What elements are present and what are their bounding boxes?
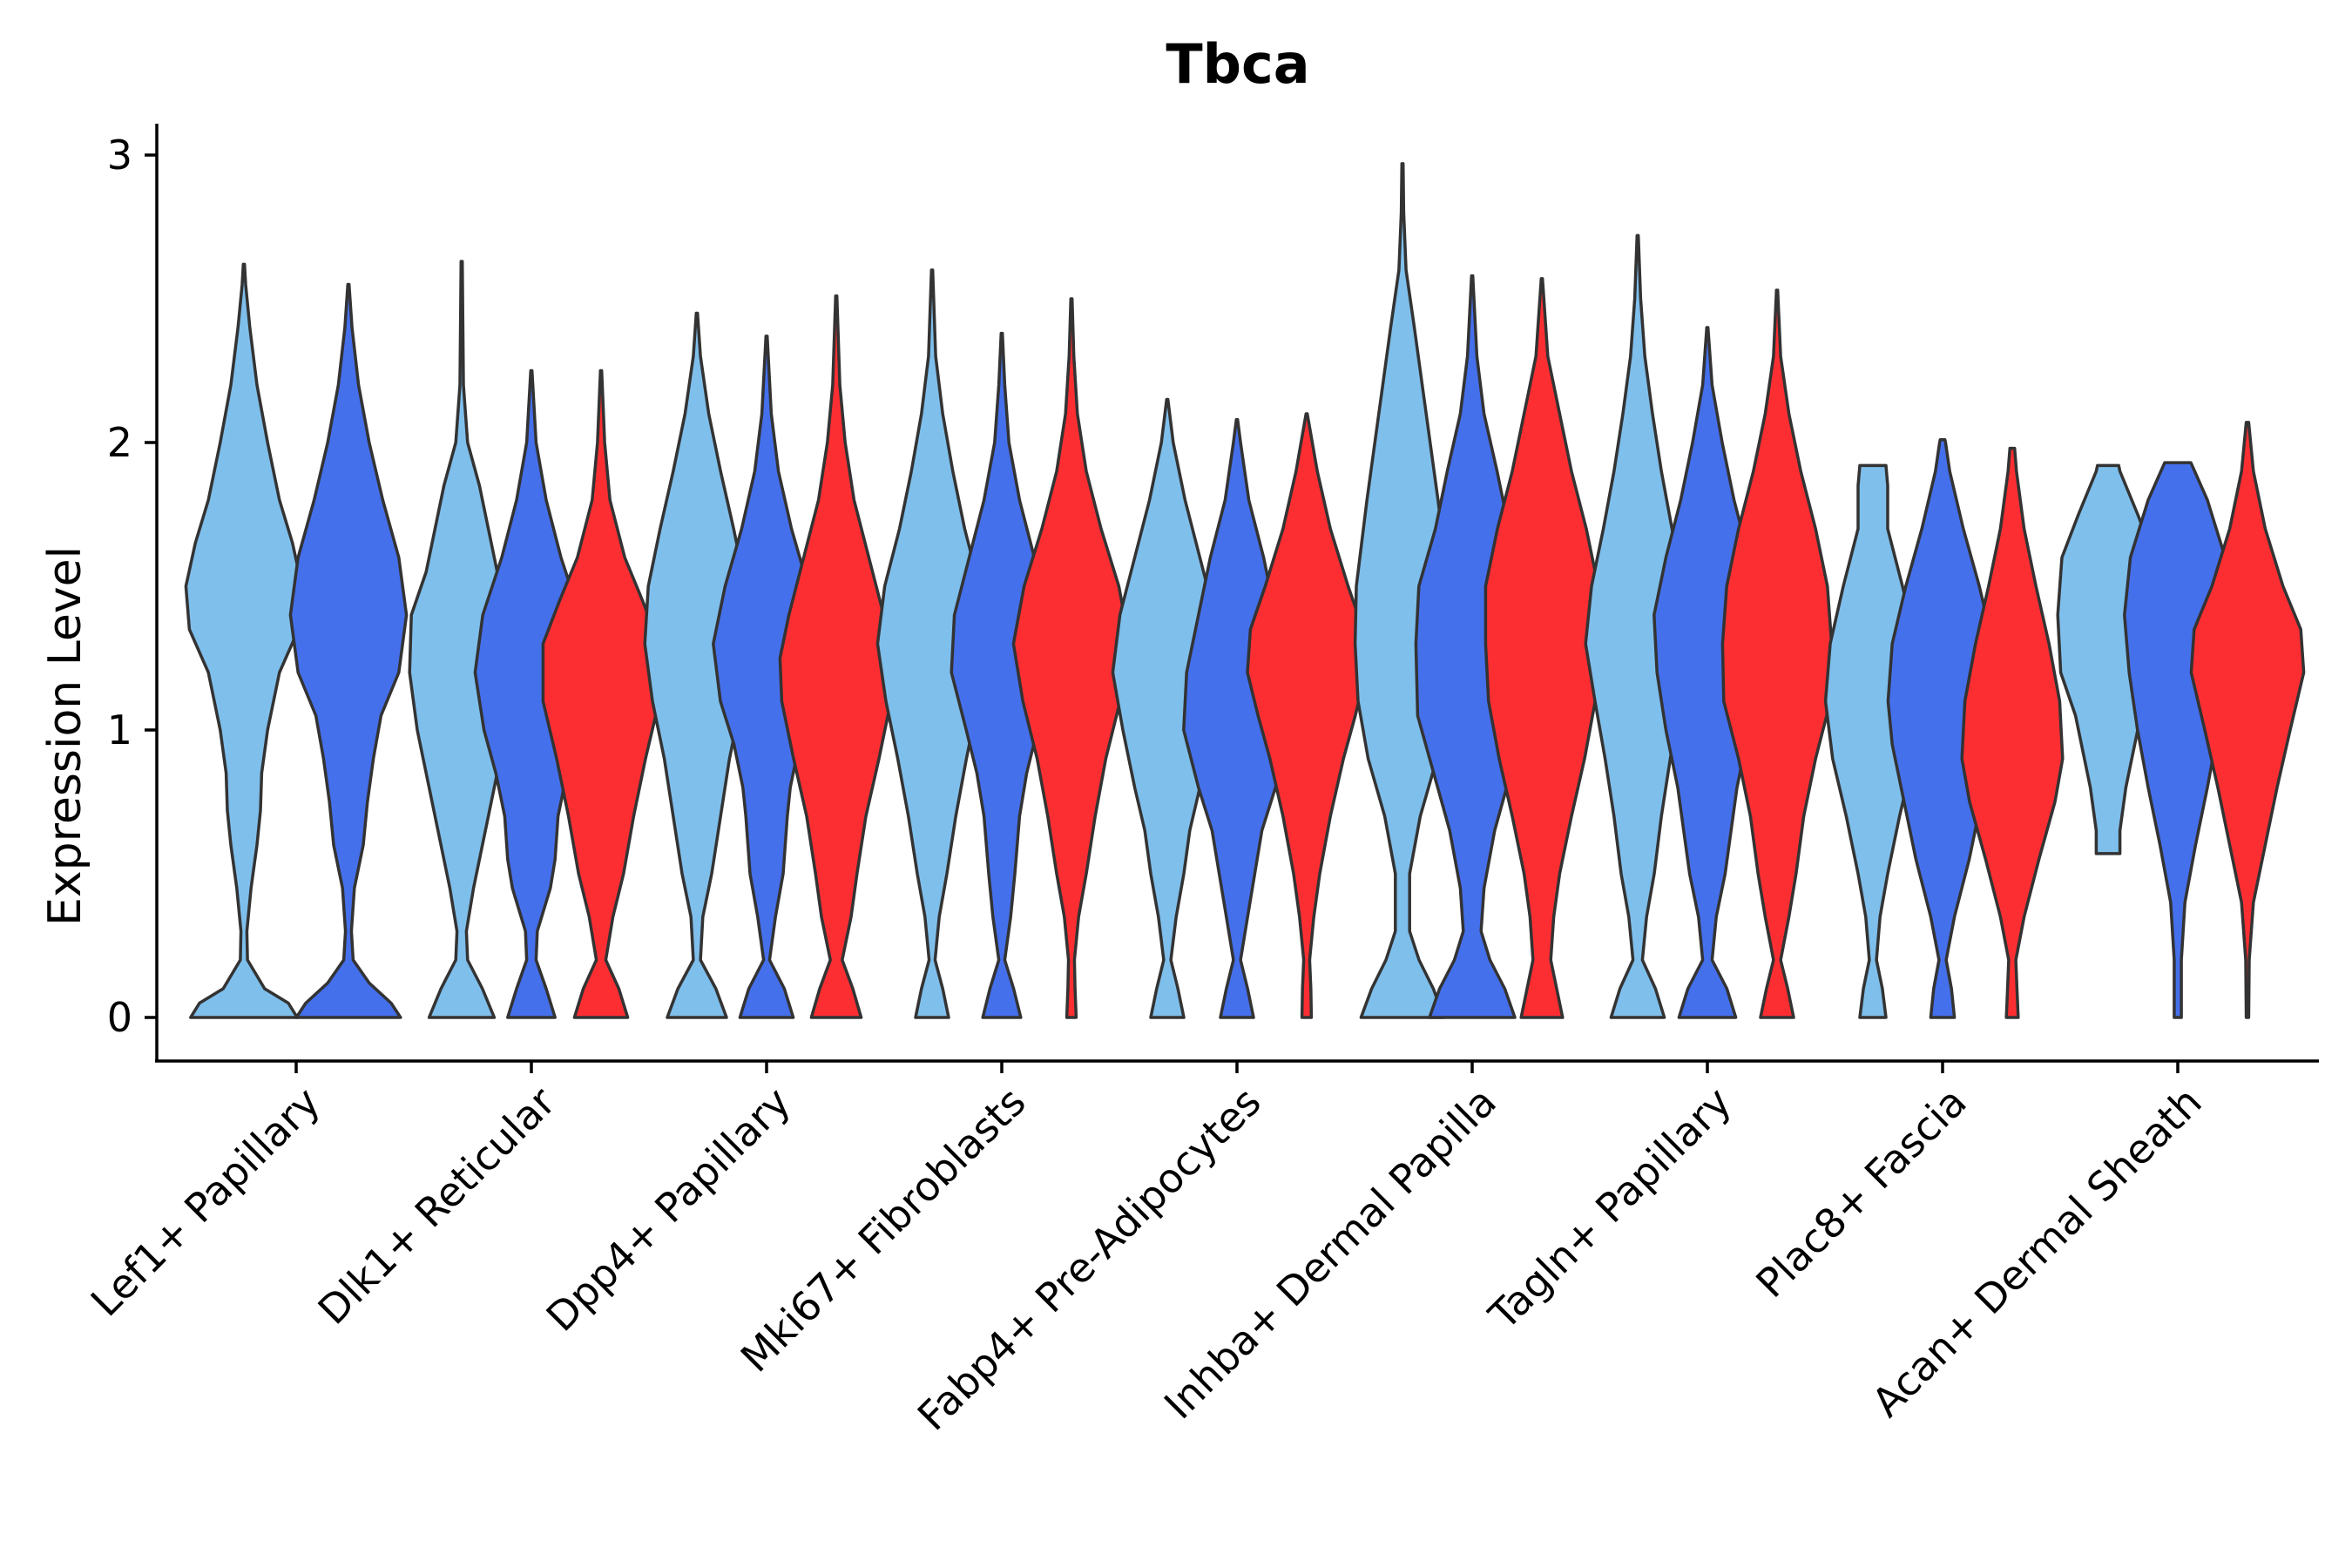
y-tick-label: 1 xyxy=(107,706,132,754)
violin-lef1-papillary-blue xyxy=(288,282,409,1019)
y-axis: 0 1 2 3 xyxy=(107,132,157,1041)
x-tick-label-tagln-papillary: Tagln+ Papillary xyxy=(1479,1078,1740,1340)
y-tick-label: 2 xyxy=(107,419,132,466)
violin-dpp4-papillary-blue xyxy=(712,335,821,1019)
x-tick-label-lef1-papillary: Lef1+ Papillary xyxy=(82,1078,329,1326)
violin-dpp4-papillary-red xyxy=(778,294,895,1019)
violin-dlk1-reticular-blue xyxy=(473,368,590,1019)
violin-mki67-fibroblasts-red xyxy=(1011,297,1132,1019)
violin-dpp4-papillary-light-blue xyxy=(643,311,751,1019)
y-tick-label: 3 xyxy=(107,132,132,179)
violin-dlk1-reticular-red xyxy=(541,368,661,1019)
violin-fabp4-pre-adipocytes-red xyxy=(1246,412,1368,1019)
x-tick-label-plac8-fascia: Plac8+ Fascia xyxy=(1747,1078,1975,1307)
violin-inhba-dermal-papilla-red xyxy=(1484,277,1600,1019)
violin-plac8-fascia-blue xyxy=(1886,437,1999,1019)
x-tick-label-dlk1-reticular: Dlk1+ Reticular xyxy=(309,1078,564,1334)
violin-plac8-fascia-red xyxy=(1960,446,2065,1019)
violin-dlk1-reticular-light-blue xyxy=(408,260,516,1019)
y-tick-label: 0 xyxy=(107,994,132,1041)
violin-acan-dermal-sheath-red xyxy=(2189,421,2306,1019)
violin-tagln-papillary-light-blue xyxy=(1584,233,1692,1019)
y-axis-label: Expression Level xyxy=(39,546,91,926)
violin-inhba-dermal-papilla-light-blue xyxy=(1353,162,1452,1019)
x-tick-label-dpp4-papillary: Dpp4+ Papillary xyxy=(537,1078,800,1341)
violin-fabp4-pre-adipocytes-blue xyxy=(1182,417,1292,1019)
violin-plac8-fascia-light-blue xyxy=(1823,463,1923,1019)
violin-mki67-fibroblasts-blue xyxy=(950,331,1054,1019)
violin-lef1-papillary-light-blue xyxy=(184,262,304,1019)
chart-title: Tbca xyxy=(1166,32,1309,96)
violins-layer xyxy=(184,162,2306,1019)
violin-fabp4-pre-adipocytes-light-blue xyxy=(1111,397,1224,1019)
violin-inhba-dermal-papilla-blue xyxy=(1414,274,1531,1019)
violin-tagln-papillary-blue xyxy=(1652,326,1762,1019)
violin-tagln-papillary-red xyxy=(1720,288,1834,1019)
violin-mki67-fibroblasts-light-blue xyxy=(875,268,989,1019)
